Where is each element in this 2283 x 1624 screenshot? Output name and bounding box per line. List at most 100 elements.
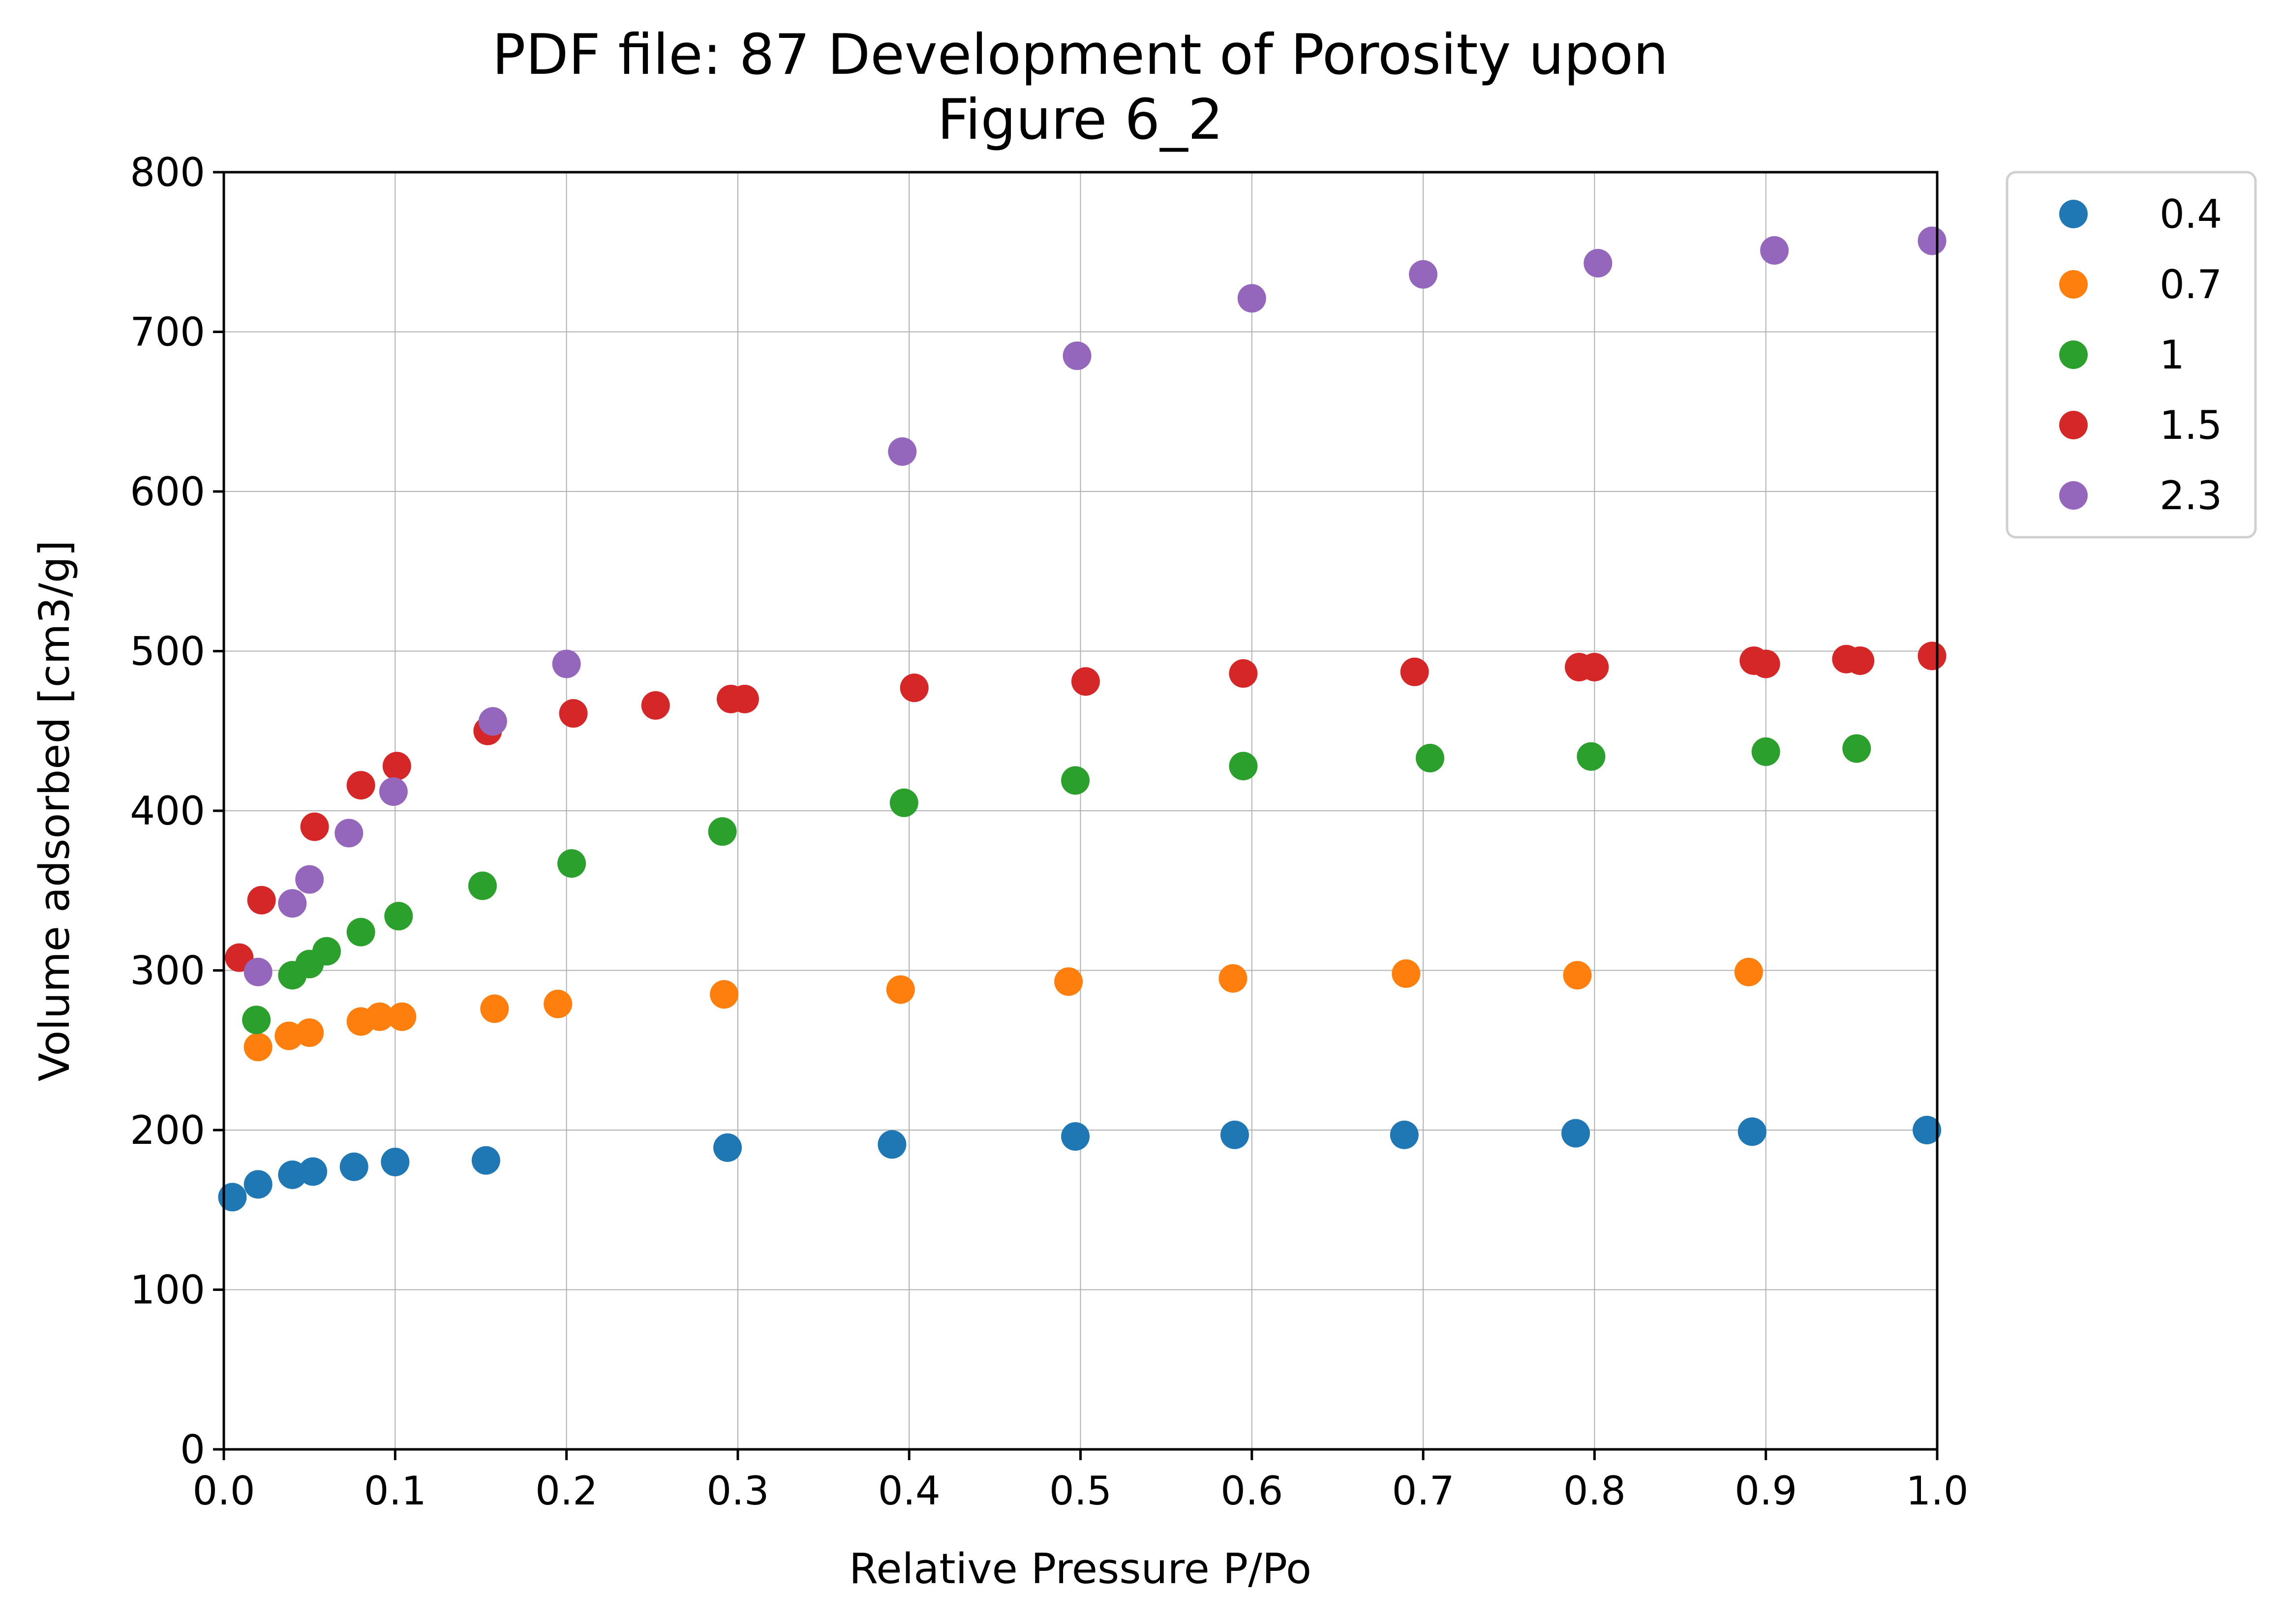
data-point xyxy=(1061,1122,1090,1151)
data-point xyxy=(886,975,915,1004)
data-point xyxy=(559,699,588,728)
legend-label: 2.3 xyxy=(2160,473,2222,519)
series-1 xyxy=(242,734,1871,1035)
series-0.7 xyxy=(244,957,1763,1062)
x-tick-label: 0.8 xyxy=(1563,1468,1626,1514)
data-point xyxy=(1390,1120,1419,1149)
y-axis-label: Volume adsorbed [cm3/g] xyxy=(30,540,79,1081)
data-point xyxy=(242,1006,271,1035)
chart-title-line-2: Figure 6_2 xyxy=(937,87,1223,152)
data-point xyxy=(218,1183,247,1212)
data-point xyxy=(900,674,929,703)
x-tick-label: 0.2 xyxy=(535,1468,598,1514)
data-point xyxy=(544,989,573,1018)
data-point xyxy=(1218,964,1248,993)
x-axis-label: Relative Pressure P/Po xyxy=(849,1545,1311,1593)
data-point xyxy=(641,691,670,720)
data-point xyxy=(713,1133,742,1162)
x-tick-label: 0.9 xyxy=(1735,1468,1797,1514)
data-point xyxy=(710,980,739,1009)
data-point xyxy=(295,1018,324,1047)
data-point xyxy=(335,819,364,848)
legend-marker xyxy=(2059,481,2088,510)
data-point xyxy=(552,649,581,678)
data-point xyxy=(295,865,324,894)
y-tick-label: 600 xyxy=(130,469,205,515)
data-point xyxy=(1229,659,1258,688)
data-point xyxy=(1913,1116,1942,1144)
y-tick-label: 0 xyxy=(180,1427,205,1472)
y-axis-ticks: 0 100 200 300 400 500 600 700 800 xyxy=(130,150,224,1472)
x-tick-label: 0.5 xyxy=(1049,1468,1112,1514)
legend-label: 1.5 xyxy=(2160,402,2222,448)
data-point xyxy=(468,871,497,900)
data-point xyxy=(1563,961,1592,990)
data-point xyxy=(1734,957,1763,986)
legend-label: 0.7 xyxy=(2160,262,2222,307)
x-tick-label: 0.3 xyxy=(706,1468,769,1514)
data-point xyxy=(1583,248,1613,277)
data-point xyxy=(278,889,307,918)
data-point xyxy=(1061,766,1090,795)
data-point xyxy=(1751,737,1780,766)
data-point xyxy=(730,684,759,713)
data-point xyxy=(384,902,413,931)
data-point xyxy=(1220,1120,1249,1149)
x-tick-label: 0.6 xyxy=(1220,1468,1283,1514)
data-point xyxy=(888,437,917,466)
x-axis-ticks: 0.0 0.1 0.2 0.3 0.4 0.5 0.6 0.7 0.8 0.9 1.0 xyxy=(192,1449,1969,1514)
data-point xyxy=(478,707,507,736)
data-point xyxy=(346,918,375,947)
data-point xyxy=(1918,642,1947,671)
data-point xyxy=(382,752,411,781)
y-tick-label: 500 xyxy=(130,629,205,674)
data-point xyxy=(1561,1119,1590,1148)
x-tick-label: 0.1 xyxy=(364,1468,426,1514)
data-point xyxy=(1842,734,1871,763)
legend-marker xyxy=(2059,200,2088,228)
data-point xyxy=(365,1002,394,1031)
data-point xyxy=(388,1002,417,1031)
data-point xyxy=(346,771,375,800)
y-tick-label: 700 xyxy=(130,309,205,355)
data-point xyxy=(1237,284,1266,313)
x-tick-label: 0.7 xyxy=(1392,1468,1454,1514)
data-point xyxy=(1409,260,1438,289)
legend-box xyxy=(2006,171,2257,539)
y-tick-label: 800 xyxy=(130,150,205,195)
data-point xyxy=(1063,341,1092,370)
data-point xyxy=(379,777,408,806)
data-points xyxy=(218,226,1947,1212)
data-point xyxy=(1054,967,1083,996)
data-point xyxy=(299,1157,328,1186)
data-point xyxy=(1392,959,1421,988)
data-point xyxy=(471,1146,500,1175)
chart-title-line-1: PDF file: 87 Development of Porosity upo… xyxy=(492,22,1668,87)
data-point xyxy=(480,994,509,1023)
data-point xyxy=(244,957,273,986)
data-point xyxy=(1577,742,1606,771)
legend-label: 1 xyxy=(2160,332,2185,378)
data-point xyxy=(381,1147,410,1176)
data-point xyxy=(1846,646,1875,675)
data-point xyxy=(339,1152,368,1181)
data-point xyxy=(1737,1117,1766,1146)
data-point xyxy=(1751,649,1780,678)
y-tick-label: 400 xyxy=(130,788,205,834)
legend-marker xyxy=(2059,270,2088,299)
y-tick-label: 100 xyxy=(130,1267,205,1313)
series-1.5 xyxy=(225,642,1947,972)
legend-marker xyxy=(2059,411,2088,439)
data-point xyxy=(244,1170,273,1199)
data-point xyxy=(1229,752,1258,781)
data-point xyxy=(312,937,341,966)
series-0.4 xyxy=(218,1116,1942,1212)
data-point xyxy=(557,849,586,878)
legend-label: 0.4 xyxy=(2160,191,2222,237)
legend: 0.4 0.7 1 1.5 2.3 xyxy=(2006,171,2257,539)
data-point xyxy=(1918,226,1947,255)
data-point xyxy=(247,886,276,915)
legend-marker xyxy=(2059,340,2088,369)
y-tick-label: 200 xyxy=(130,1107,205,1153)
